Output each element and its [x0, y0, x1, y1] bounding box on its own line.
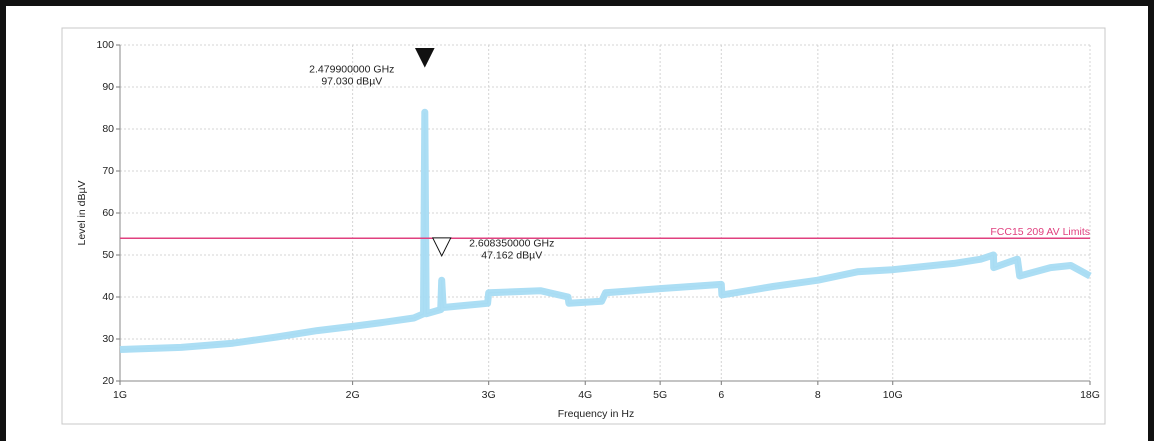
y-tick-label: 70 [102, 165, 114, 177]
x-tick-label: 3G [482, 389, 496, 401]
marker [414, 47, 435, 68]
marker-frequency: 2.479900000 GHz [309, 63, 394, 75]
marker-level: 47.162 dBµV [481, 250, 542, 262]
y-tick-label: 60 [102, 207, 114, 219]
y-tick-label: 30 [102, 333, 114, 345]
marker-frequency: 2.608350000 GHz [469, 238, 554, 250]
y-axis-label: Level in dBµV [76, 180, 88, 245]
x-axis-label: Frequency in Hz [558, 408, 634, 420]
y-tick-label: 50 [102, 249, 114, 261]
x-tick-label: 10G [883, 389, 903, 401]
marker [431, 237, 452, 258]
x-tick-label: 18G [1080, 389, 1100, 401]
x-tick-label: 2G [346, 389, 360, 401]
marker-level: 97.030 dBµV [321, 75, 382, 87]
x-tick-label: 5G [653, 389, 667, 401]
x-tick-label: 4G [578, 389, 592, 401]
x-tick-label: 1G [113, 389, 127, 401]
y-tick-label: 100 [96, 39, 114, 51]
trace [119, 108, 1092, 353]
y-tick-label: 20 [102, 375, 114, 387]
y-tick-label: 90 [102, 81, 114, 93]
chart-frame [61, 27, 1106, 425]
y-tick-label: 40 [102, 291, 114, 303]
x-tick-label: 8 [815, 389, 821, 401]
y-tick-label: 80 [102, 123, 114, 135]
x-tick-label: 6 [718, 389, 724, 401]
trace-core [119, 112, 1091, 351]
limit-label: FCC15 209 AV Limits [990, 226, 1090, 238]
